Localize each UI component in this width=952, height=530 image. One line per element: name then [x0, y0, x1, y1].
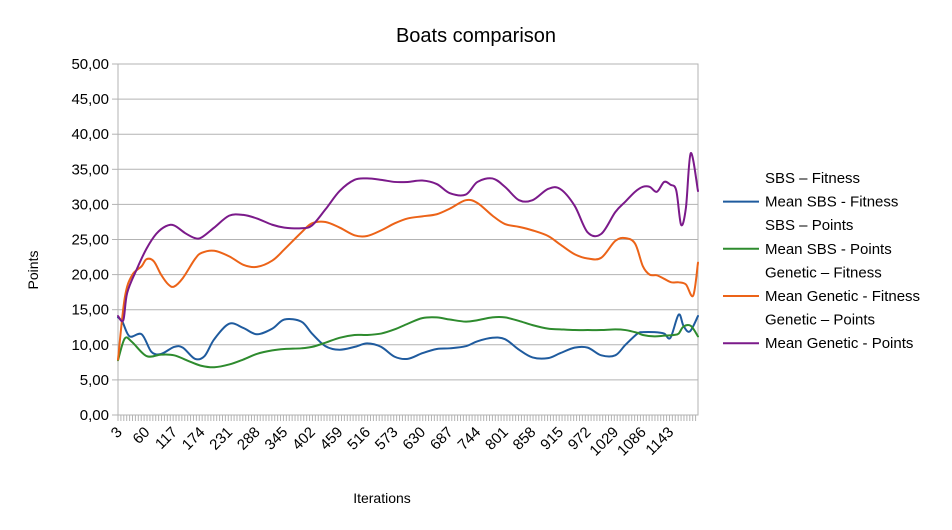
x-tick-label: 174: [179, 424, 209, 454]
y-tick-label: 10,00: [71, 337, 109, 354]
y-tick-label: 35,00: [71, 161, 109, 178]
legend-label-mean-sbs-fitness: Mean SBS - Fitness: [765, 194, 898, 211]
x-tick-label: 1029: [586, 424, 622, 460]
x-tick-label: 1086: [614, 424, 650, 460]
y-tick-label: 0,00: [80, 407, 109, 424]
legend-label-sbs-fitness: SBS – Fitness: [765, 170, 860, 187]
legend-label-mean-genetic-fitness: Mean Genetic - Fitness: [765, 288, 920, 305]
x-tick-label: 1143: [642, 424, 677, 459]
x-tick-label: 60: [130, 424, 154, 448]
y-tick-label: 20,00: [71, 267, 109, 284]
y-tick-label: 50,00: [71, 56, 109, 73]
y-tick-label: 25,00: [71, 232, 109, 249]
x-tick-label: 744: [455, 424, 485, 454]
x-tick-label: 573: [372, 424, 402, 454]
y-axis-label: Points: [25, 251, 41, 290]
y-tick-label: 30,00: [71, 196, 109, 213]
x-tick-label: 915: [537, 424, 567, 454]
x-tick-label: 459: [317, 424, 347, 454]
x-tick-label: 858: [510, 424, 540, 454]
legend: SBS – Fitness Mean SBS - Fitness SBS – Poi…: [723, 170, 920, 352]
series-line-mean-sbs-fitness: [117, 313, 699, 361]
legend-label-sbs-points: SBS – Points: [765, 217, 853, 234]
x-tick-label: 630: [399, 424, 429, 454]
y-tick-label: 15,00: [71, 302, 109, 319]
x-tick-label: 288: [234, 424, 264, 454]
legend-label-mean-sbs-points: Mean SBS - Points: [765, 241, 892, 258]
x-tick-label: 231: [206, 424, 236, 454]
x-tick-label: 516: [344, 424, 374, 454]
series-line-mean-genetic-points: [117, 152, 699, 323]
y-tick-label: 5,00: [80, 372, 109, 389]
legend-label-mean-genetic-points: Mean Genetic - Points: [765, 335, 913, 352]
legend-label-genetic-fitness: Genetic – Fitness: [765, 264, 882, 281]
legend-label-genetic-points: Genetic – Points: [765, 312, 875, 329]
x-tick-label: 117: [152, 424, 181, 453]
x-axis-label: Iterations: [353, 490, 411, 506]
x-tick-label: 687: [427, 424, 457, 454]
x-tick-label: 402: [289, 424, 319, 454]
y-tick-label: 45,00: [71, 91, 109, 108]
x-tick-label: 801: [482, 424, 512, 454]
chart-title: Boats comparison: [396, 25, 556, 47]
x-axis: 3 601171742312883454024595165736306877448…: [108, 415, 697, 460]
grid: [118, 63, 698, 416]
y-axis: 0,00 5,00 10,00 15,00 20,00 25,00 30,00 35,00 40…: [71, 56, 118, 424]
series-group: [117, 152, 699, 369]
x-tick-label: 345: [262, 424, 292, 454]
y-tick-label: 40,00: [71, 126, 109, 143]
x-tick-label: 3: [108, 424, 126, 442]
series-line-mean-sbs-points: [117, 316, 699, 369]
series-line-mean-genetic-fitness: [117, 198, 699, 361]
